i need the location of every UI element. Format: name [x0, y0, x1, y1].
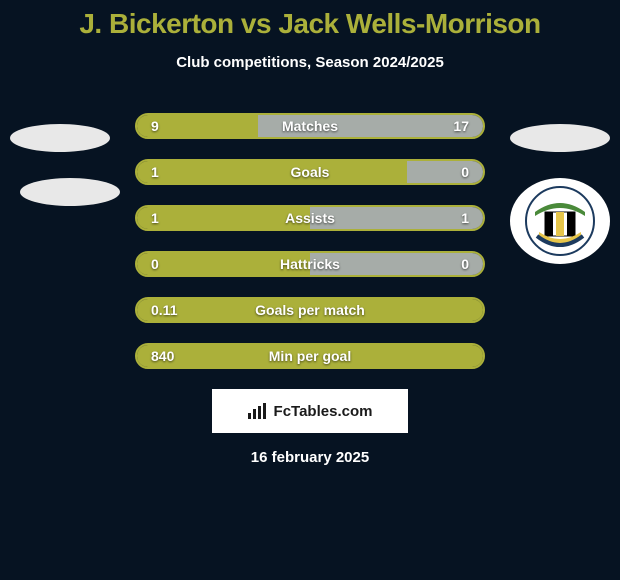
- stat-row: Min per goal 840: [0, 333, 620, 379]
- chart-icon: [248, 403, 268, 419]
- stat-row: Matches 9 17: [0, 103, 620, 149]
- stat-label: Hattricks: [280, 256, 340, 272]
- stat-bar-left: [137, 161, 407, 183]
- comparison-stats: Matches917Goals10Assists11Hattricks00Goa…: [0, 103, 620, 379]
- stat-value-left: 1: [151, 164, 159, 180]
- stat-bar-track: Goals per match 0.11: [135, 297, 485, 323]
- stat-label: Goals per match: [255, 302, 365, 318]
- stat-value-left: 1: [151, 210, 159, 226]
- stat-bar-track: Assists 1 1: [135, 205, 485, 231]
- stat-bar-right: [407, 161, 483, 183]
- footer-date: 16 february 2025: [0, 449, 620, 466]
- stat-label: Matches: [282, 118, 338, 134]
- stat-bar-track: Min per goal 840: [135, 343, 485, 369]
- stat-value-right: 0: [461, 256, 469, 272]
- stat-label: Goals: [291, 164, 330, 180]
- stat-bar-track: Goals 1 0: [135, 159, 485, 185]
- stat-value-left: 0.11: [151, 302, 177, 318]
- stat-value-right: 0: [461, 164, 469, 180]
- stat-value-right: 1: [461, 210, 469, 226]
- subtitle: Club competitions, Season 2024/2025: [0, 54, 620, 71]
- stat-value-left: 840: [151, 348, 174, 364]
- page-title: J. Bickerton vs Jack Wells-Morrison: [0, 0, 620, 40]
- stat-row: Assists 1 1: [0, 195, 620, 241]
- stat-row: Goals 1 0: [0, 149, 620, 195]
- stat-bar-track: Hattricks 0 0: [135, 251, 485, 277]
- stat-label: Assists: [285, 210, 335, 226]
- stat-label: Min per goal: [269, 348, 351, 364]
- stat-row: Goals per match 0.11: [0, 287, 620, 333]
- stat-value-left: 9: [151, 118, 159, 134]
- brand-text: FcTables.com: [274, 403, 373, 420]
- stat-bar-right: [310, 207, 483, 229]
- stat-value-left: 0: [151, 256, 159, 272]
- stat-bar-left: [137, 207, 310, 229]
- brand-footer: FcTables.com: [212, 389, 408, 433]
- stat-value-right: 17: [453, 118, 469, 134]
- stat-bar-track: Matches 9 17: [135, 113, 485, 139]
- stat-row: Hattricks 0 0: [0, 241, 620, 287]
